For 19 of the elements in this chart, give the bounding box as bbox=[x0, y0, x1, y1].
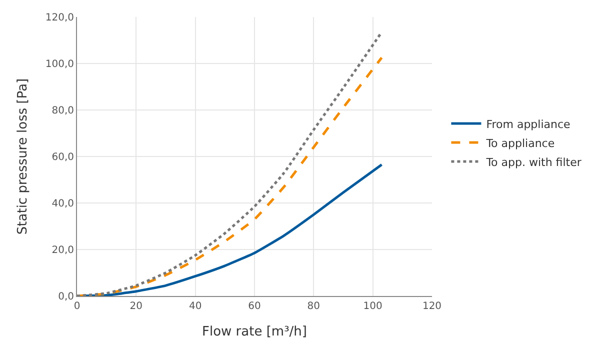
x-tick-label: 60 bbox=[248, 301, 261, 312]
y-tick-label: 100,0 bbox=[45, 59, 74, 70]
x-tick-label: 0 bbox=[74, 301, 80, 312]
x-tick-label: 120 bbox=[422, 301, 442, 312]
x-tick-label: 20 bbox=[130, 301, 143, 312]
x-tick-label: 80 bbox=[307, 301, 320, 312]
y-tick-label: 40,0 bbox=[52, 198, 74, 210]
y-tick-label: 20,0 bbox=[52, 245, 74, 256]
y-axis-title: Static pressure loss [Pa] bbox=[15, 78, 30, 235]
y-tick-label: 120,0 bbox=[45, 12, 74, 24]
x-axis-title: Flow rate [m³/h] bbox=[202, 324, 307, 340]
x-tick-label: 40 bbox=[188, 301, 202, 312]
y-tick-label: 0,0 bbox=[58, 292, 74, 302]
y-tick-label: 80,0 bbox=[52, 106, 74, 116]
legend-label: To app. with filter bbox=[485, 156, 582, 169]
x-tick-label: 100 bbox=[363, 301, 382, 312]
y-tick-label: 60,0 bbox=[52, 152, 74, 163]
legend-label: From appliance bbox=[486, 118, 571, 131]
legend-label: To appliance bbox=[485, 136, 555, 150]
